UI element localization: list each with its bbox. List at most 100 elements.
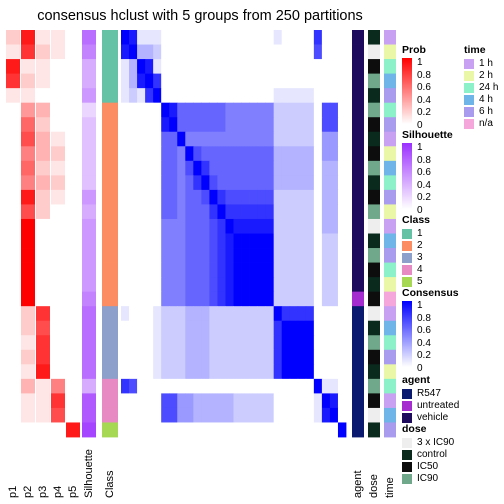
consensus-cell xyxy=(145,277,154,293)
prob-cell xyxy=(36,131,50,147)
consensus-cell xyxy=(241,175,250,191)
consensus-cell xyxy=(217,233,226,249)
consensus-cell xyxy=(161,59,170,75)
consensus-cell xyxy=(137,320,146,336)
consensus-legend-title: Consensus xyxy=(402,287,459,299)
consensus-cell xyxy=(169,175,178,191)
consensus-cell xyxy=(289,175,299,191)
consensus-cell xyxy=(129,218,138,234)
class-cell xyxy=(102,248,118,263)
consensus-cell xyxy=(201,422,210,438)
consensus-cell xyxy=(281,102,291,118)
consensus-cell xyxy=(137,262,146,278)
consensus-cell xyxy=(281,233,291,249)
agent-legend-swatch xyxy=(402,389,412,399)
consensus-cell xyxy=(217,131,226,147)
consensus-cell xyxy=(145,393,154,409)
consensus-cell xyxy=(257,160,267,176)
consensus-cell xyxy=(185,59,194,75)
consensus-cell xyxy=(281,131,291,147)
consensus-cell xyxy=(185,277,194,293)
consensus-cell xyxy=(241,349,250,365)
consensus-cell xyxy=(209,233,218,249)
time-cell xyxy=(384,146,396,162)
consensus-cell xyxy=(265,73,275,89)
dose-legend-label: IC50 xyxy=(417,461,439,472)
consensus-cell xyxy=(121,407,130,423)
consensus-cell xyxy=(201,291,210,307)
consensus-cell xyxy=(153,189,162,205)
dose-cell xyxy=(368,117,380,133)
consensus-cell xyxy=(257,30,267,45)
consensus-cell xyxy=(153,175,162,191)
consensus-cell xyxy=(265,349,275,365)
consensus-cell xyxy=(233,218,242,234)
consensus-cell xyxy=(233,117,242,133)
consensus-cell xyxy=(321,291,331,307)
consensus-cell xyxy=(193,30,202,45)
consensus-cell xyxy=(265,407,275,423)
prob-cell xyxy=(21,189,35,205)
prob-cell xyxy=(51,320,65,336)
class-legend-label: 2 xyxy=(417,240,423,251)
consensus-cell xyxy=(233,378,242,394)
consensus-cell xyxy=(329,248,339,263)
consensus-cell xyxy=(217,146,226,162)
consensus-cell xyxy=(169,291,178,307)
prob-cell xyxy=(6,393,20,409)
consensus-cell xyxy=(121,117,130,133)
consensus-cell xyxy=(121,175,130,191)
class-legend-label: 3 xyxy=(417,252,423,263)
prob-cell xyxy=(51,291,65,307)
consensus-cell xyxy=(185,233,194,249)
dose-cell xyxy=(368,378,380,394)
consensus-cell xyxy=(177,422,186,438)
consensus-cell xyxy=(249,189,259,205)
prob-cell xyxy=(36,422,50,438)
consensus-cell xyxy=(217,59,226,75)
consensus-cell xyxy=(329,407,339,423)
consensus-cell xyxy=(185,117,194,133)
consensus-cell xyxy=(313,102,323,118)
consensus-cell xyxy=(137,175,146,191)
consensus-cell xyxy=(201,204,210,220)
agent-cell xyxy=(352,30,364,45)
consensus-cell xyxy=(129,88,138,104)
prob-cell xyxy=(36,44,50,60)
silhouette-cell xyxy=(82,44,96,60)
silhouette-cell xyxy=(82,189,96,205)
prob-cell xyxy=(6,320,20,336)
time-cell xyxy=(384,422,396,438)
consensus-cell xyxy=(329,204,339,220)
consensus-cell xyxy=(129,422,138,438)
consensus-cell xyxy=(233,422,242,438)
consensus-cell xyxy=(265,233,275,249)
consensus-cell xyxy=(273,204,283,220)
consensus-cell xyxy=(121,291,130,307)
consensus-legend-tick: 0.4 xyxy=(417,337,431,349)
consensus-cell xyxy=(321,204,331,220)
prob-cell xyxy=(21,407,35,423)
consensus-cell xyxy=(281,160,291,176)
consensus-cell xyxy=(169,422,178,438)
prob-legend-title: Prob xyxy=(402,44,426,56)
consensus-cell xyxy=(321,146,331,162)
consensus-cell xyxy=(193,422,202,438)
consensus-cell xyxy=(281,88,291,104)
consensus-cell xyxy=(145,320,154,336)
consensus-cell xyxy=(177,233,186,249)
consensus-cell xyxy=(257,277,267,293)
consensus-cell xyxy=(217,378,226,394)
consensus-cell xyxy=(137,218,146,234)
consensus-cell xyxy=(337,407,347,423)
class-cell xyxy=(102,407,118,423)
consensus-cell xyxy=(321,44,331,60)
consensus-cell xyxy=(337,233,347,249)
consensus-cell xyxy=(209,204,218,220)
prob-cell xyxy=(21,306,35,322)
consensus-cell xyxy=(169,262,178,278)
consensus-cell xyxy=(177,44,186,60)
prob-cell xyxy=(36,59,50,75)
agent-cell xyxy=(352,59,364,75)
consensus-cell xyxy=(249,102,259,118)
